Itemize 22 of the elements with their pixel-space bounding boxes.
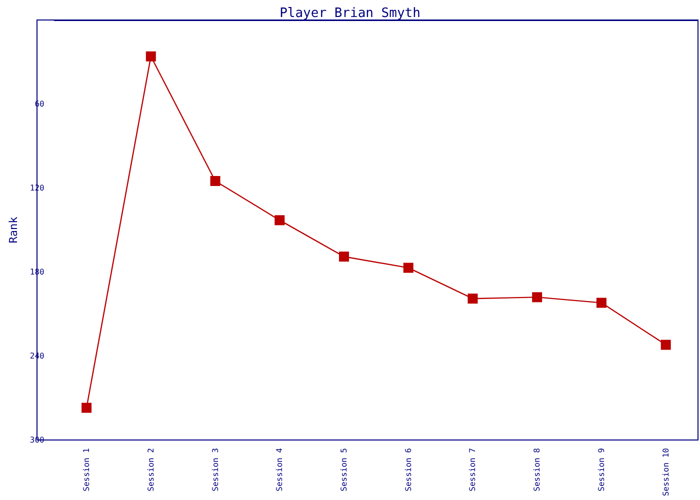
x-tick-label: Session 8 bbox=[532, 448, 542, 492]
point bbox=[660, 340, 671, 350]
x-tick-label: Session 5 bbox=[339, 448, 348, 492]
point bbox=[146, 51, 156, 62]
x-tick-label: Session 2 bbox=[146, 448, 156, 492]
x-tick-label: Session 4 bbox=[275, 448, 284, 492]
point bbox=[532, 292, 542, 302]
x-tick-label: Session 1 bbox=[82, 448, 92, 492]
x-tick-label: Session 10 bbox=[661, 448, 670, 496]
point bbox=[82, 402, 92, 413]
x-tick-label: Session 9 bbox=[596, 448, 606, 492]
point bbox=[596, 298, 606, 308]
chart-title: Player Brian Smyth bbox=[280, 6, 420, 21]
x-tick-label: Session 6 bbox=[404, 448, 413, 492]
x-tick-label: Session 7 bbox=[468, 448, 478, 492]
point bbox=[274, 215, 285, 226]
y-axis-title: Rank bbox=[7, 216, 20, 244]
x-tick-label: Session 3 bbox=[210, 448, 220, 492]
point bbox=[468, 294, 478, 304]
point bbox=[338, 252, 349, 262]
point bbox=[403, 262, 414, 273]
point bbox=[210, 176, 220, 186]
